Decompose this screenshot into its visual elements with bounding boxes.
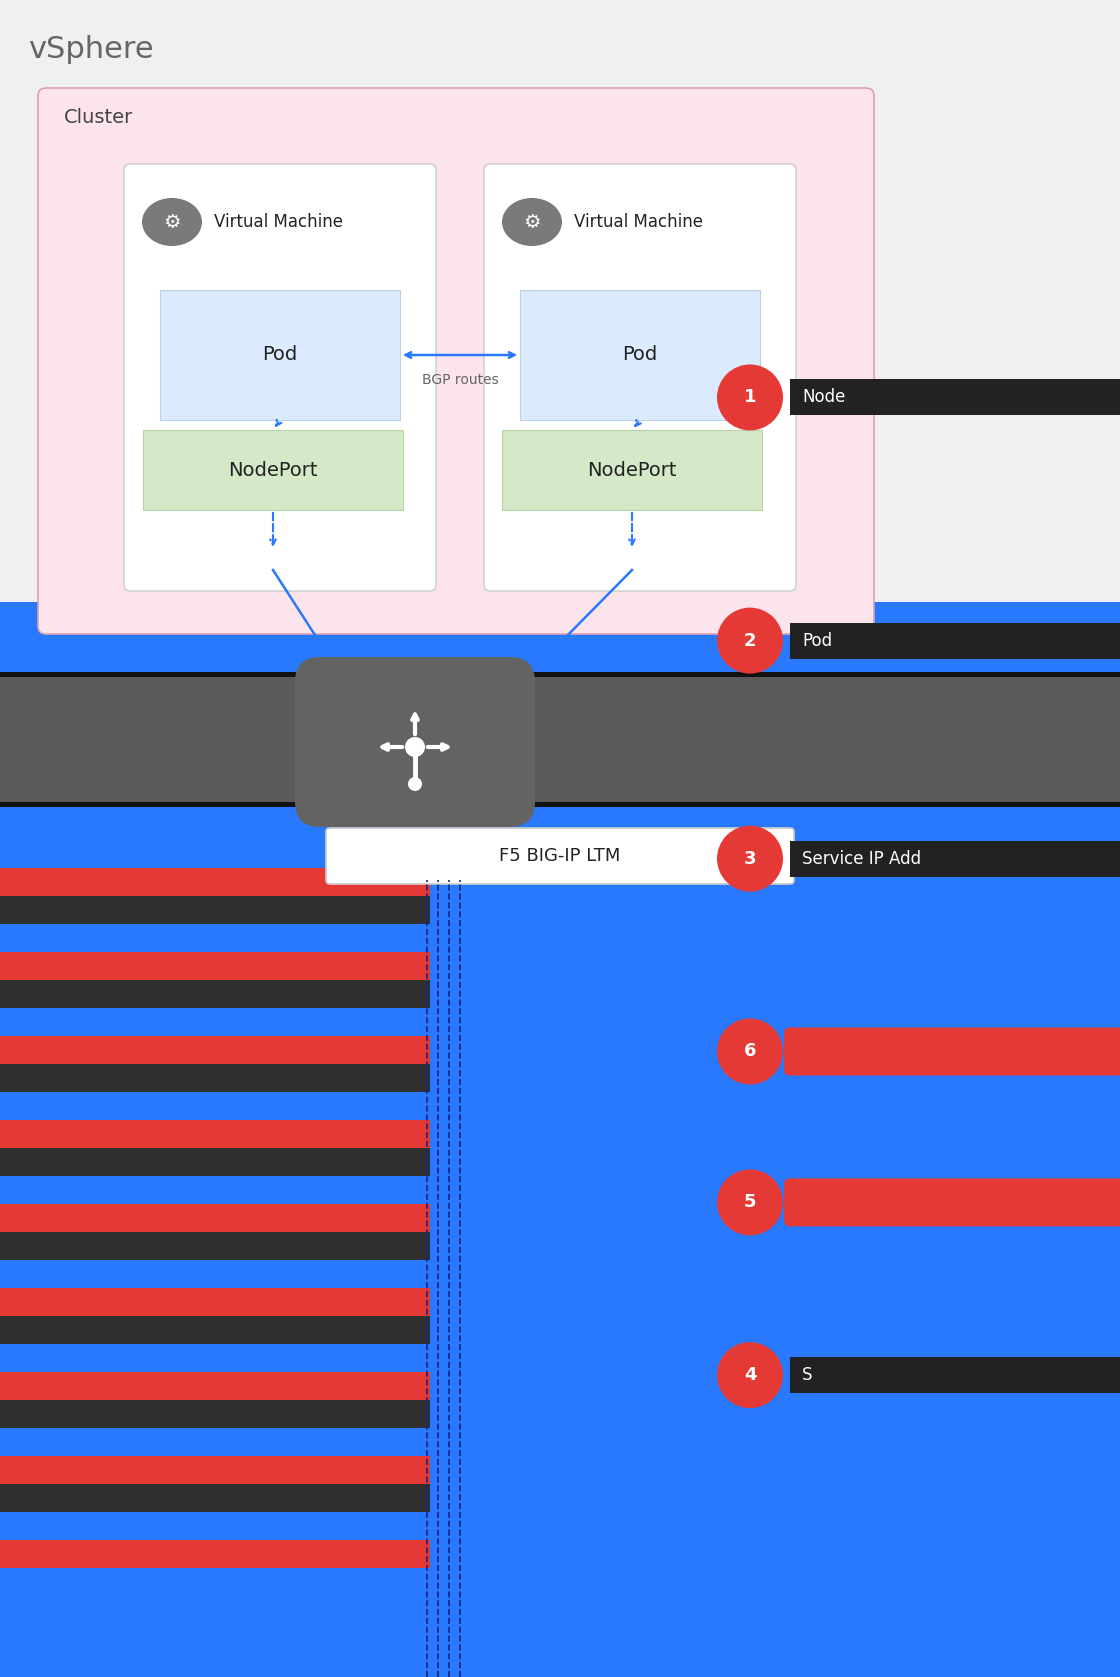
- Text: F5 BIG-IP LTM: F5 BIG-IP LTM: [500, 847, 620, 865]
- Circle shape: [717, 1342, 783, 1409]
- Ellipse shape: [502, 198, 562, 247]
- Bar: [0, 869, 430, 896]
- Bar: [0, 1259, 430, 1288]
- Bar: [0, 802, 1120, 807]
- FancyBboxPatch shape: [295, 657, 535, 827]
- Text: 1: 1: [744, 389, 756, 406]
- Bar: [0, 1063, 430, 1092]
- Circle shape: [408, 776, 422, 792]
- Bar: [0, 979, 430, 1008]
- Bar: [143, 429, 403, 510]
- Bar: [0, 1372, 430, 1400]
- Bar: [0, 1092, 430, 1120]
- Bar: [790, 840, 1120, 877]
- Bar: [0, 1484, 430, 1513]
- Text: Node: Node: [802, 389, 846, 406]
- Bar: [0, 924, 430, 953]
- Bar: [790, 1357, 1120, 1394]
- Text: Service IP Add: Service IP Add: [802, 850, 921, 867]
- Bar: [0, 602, 1120, 678]
- Bar: [160, 290, 400, 419]
- Bar: [790, 622, 1120, 659]
- Text: Pod: Pod: [802, 632, 832, 649]
- Text: ⚙: ⚙: [523, 213, 541, 231]
- FancyBboxPatch shape: [326, 828, 794, 884]
- Bar: [0, 1456, 430, 1484]
- Text: 4: 4: [744, 1367, 756, 1384]
- Bar: [0, 953, 430, 979]
- Bar: [0, 1288, 430, 1316]
- Circle shape: [717, 1018, 783, 1085]
- Text: Virtual Machine: Virtual Machine: [214, 213, 343, 231]
- FancyBboxPatch shape: [38, 87, 874, 634]
- Bar: [790, 379, 1120, 416]
- Text: 5: 5: [744, 1194, 756, 1211]
- Bar: [0, 1429, 430, 1456]
- Bar: [0, 1204, 430, 1233]
- Bar: [0, 672, 1120, 678]
- Bar: [0, 1149, 430, 1176]
- FancyBboxPatch shape: [784, 1179, 1120, 1226]
- Text: Cluster: Cluster: [64, 107, 133, 127]
- Bar: [0, 1233, 430, 1259]
- Text: ⚙: ⚙: [164, 213, 180, 231]
- Circle shape: [717, 1169, 783, 1236]
- Ellipse shape: [142, 198, 202, 247]
- Text: 2: 2: [744, 632, 756, 649]
- Text: S: S: [802, 1367, 812, 1384]
- Circle shape: [717, 607, 783, 674]
- Circle shape: [717, 364, 783, 431]
- Text: NodePort: NodePort: [587, 461, 676, 480]
- Bar: [0, 678, 1120, 683]
- Bar: [0, 1539, 430, 1568]
- Bar: [0, 1316, 430, 1343]
- Text: BGP routes: BGP routes: [421, 372, 498, 387]
- Bar: [0, 807, 1120, 867]
- Bar: [0, 580, 1120, 641]
- Bar: [0, 1176, 430, 1204]
- Bar: [0, 678, 1120, 807]
- Bar: [0, 1008, 430, 1036]
- FancyBboxPatch shape: [124, 164, 436, 590]
- Text: 3: 3: [744, 850, 756, 867]
- Bar: [0, 1400, 430, 1429]
- Text: vSphere: vSphere: [28, 35, 153, 64]
- Bar: [0, 1343, 430, 1372]
- FancyBboxPatch shape: [484, 164, 796, 590]
- Bar: [0, 867, 1120, 1677]
- Bar: [0, 1513, 430, 1539]
- Text: NodePort: NodePort: [228, 461, 318, 480]
- Bar: [0, 1036, 430, 1063]
- FancyBboxPatch shape: [784, 1028, 1120, 1075]
- Bar: [520, 290, 760, 419]
- Bar: [0, 1120, 430, 1149]
- Text: 6: 6: [744, 1043, 756, 1060]
- Circle shape: [717, 825, 783, 892]
- Bar: [502, 429, 762, 510]
- Text: Pod: Pod: [623, 345, 657, 364]
- Text: Virtual Machine: Virtual Machine: [573, 213, 703, 231]
- Bar: [0, 896, 430, 924]
- Text: Pod: Pod: [262, 345, 298, 364]
- Circle shape: [405, 736, 424, 756]
